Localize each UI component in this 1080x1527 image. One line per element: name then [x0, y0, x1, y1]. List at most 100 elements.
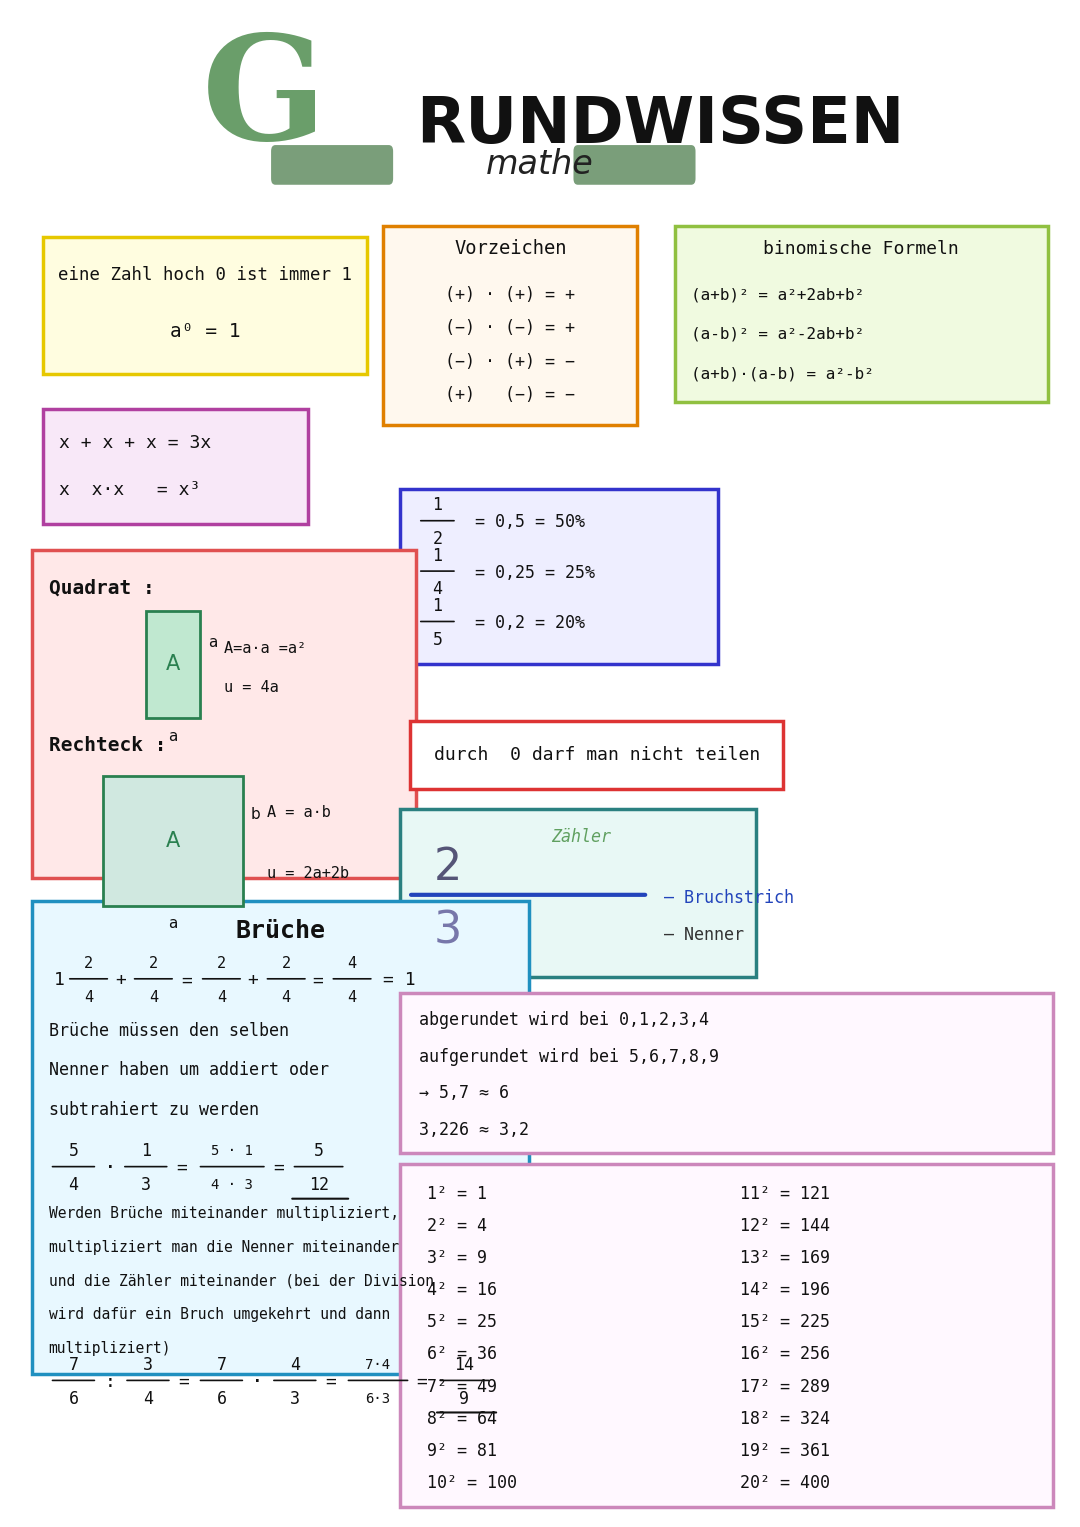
FancyBboxPatch shape [400, 993, 1053, 1153]
FancyBboxPatch shape [383, 226, 637, 425]
Text: = 1: = 1 [383, 971, 416, 989]
Text: ·: · [251, 1371, 264, 1393]
Text: 4: 4 [68, 1176, 79, 1194]
Text: 4 · 3: 4 · 3 [212, 1177, 253, 1193]
Text: =: = [178, 1373, 189, 1391]
Text: 13² = 169: 13² = 169 [740, 1249, 829, 1267]
Text: A: A [165, 831, 180, 851]
Text: subtrahiert zu werden: subtrahiert zu werden [49, 1101, 258, 1119]
Text: 7² = 49: 7² = 49 [427, 1377, 497, 1396]
Text: 3: 3 [434, 910, 462, 953]
Text: 19² = 361: 19² = 361 [740, 1441, 829, 1460]
Text: eine Zahl hoch 0 ist immer 1: eine Zahl hoch 0 ist immer 1 [58, 266, 352, 284]
Text: 7: 7 [216, 1356, 227, 1374]
Text: 2² = 4: 2² = 4 [427, 1217, 487, 1235]
Text: u = 4a: u = 4a [224, 680, 279, 695]
Text: x + x + x = 3x: x + x + x = 3x [59, 434, 212, 452]
Text: = 0,5 = 50%: = 0,5 = 50% [475, 513, 585, 531]
Text: 4: 4 [282, 989, 291, 1005]
FancyBboxPatch shape [400, 1164, 1053, 1507]
Text: =: = [273, 1159, 284, 1177]
Text: =: = [176, 1159, 187, 1177]
Text: =: = [312, 971, 323, 989]
FancyBboxPatch shape [573, 145, 696, 185]
Text: A: A [166, 654, 180, 675]
FancyBboxPatch shape [675, 226, 1048, 402]
Text: Brüche müssen den selben: Brüche müssen den selben [49, 1022, 288, 1040]
Text: 3² = 9: 3² = 9 [427, 1249, 487, 1267]
Text: a: a [168, 916, 177, 931]
Text: 5² = 25: 5² = 25 [427, 1313, 497, 1332]
Text: durch  0 darf man nicht teilen: durch 0 darf man nicht teilen [433, 747, 760, 764]
Text: :: : [105, 1373, 116, 1391]
Text: multipliziert man die Nenner miteinander: multipliziert man die Nenner miteinander [49, 1240, 399, 1255]
Text: 4: 4 [348, 989, 356, 1005]
Text: Vorzeichen: Vorzeichen [454, 240, 567, 258]
Text: 17² = 289: 17² = 289 [740, 1377, 829, 1396]
Text: 20² = 400: 20² = 400 [740, 1474, 829, 1492]
Text: 4: 4 [217, 989, 226, 1005]
Text: 4: 4 [143, 1390, 153, 1408]
Text: 4: 4 [432, 580, 443, 599]
FancyBboxPatch shape [43, 237, 367, 374]
Text: 9² = 81: 9² = 81 [427, 1441, 497, 1460]
Text: Brüche: Brüche [235, 919, 326, 944]
Text: 5: 5 [68, 1142, 79, 1161]
Text: 10² = 100: 10² = 100 [427, 1474, 516, 1492]
Text: b: b [251, 808, 260, 822]
Text: (+)   (−) = −: (+) (−) = − [445, 386, 576, 405]
Text: 11² = 121: 11² = 121 [740, 1185, 829, 1203]
Text: 2: 2 [217, 956, 226, 971]
Text: x  x·x   = x³: x x·x = x³ [59, 481, 201, 499]
Text: → 5,7 ≈ 6: → 5,7 ≈ 6 [419, 1084, 509, 1102]
Text: abgerundet wird bei 0,1,2,3,4: abgerundet wird bei 0,1,2,3,4 [419, 1011, 710, 1029]
Text: 5: 5 [432, 631, 443, 649]
Text: 4² = 16: 4² = 16 [427, 1281, 497, 1299]
FancyBboxPatch shape [400, 809, 756, 977]
Text: = 0,2 = 20%: = 0,2 = 20% [475, 614, 585, 632]
Text: 5 · 1: 5 · 1 [212, 1144, 253, 1159]
Text: 1: 1 [432, 547, 443, 565]
Text: ·: · [104, 1157, 117, 1179]
Text: Rechteck :: Rechteck : [49, 736, 166, 754]
Text: 9: 9 [459, 1390, 470, 1408]
Text: a: a [168, 728, 178, 744]
Text: 3: 3 [143, 1356, 153, 1374]
Text: RUNDWISSEN: RUNDWISSEN [416, 95, 904, 156]
Text: binomische Formeln: binomische Formeln [764, 240, 959, 258]
Text: Werden Brüche miteinander multipliziert,: Werden Brüche miteinander multipliziert, [49, 1206, 399, 1222]
Text: A = a·b: A = a·b [267, 805, 330, 820]
Text: 8² = 64: 8² = 64 [427, 1409, 497, 1428]
Text: 6·3: 6·3 [365, 1391, 391, 1406]
Text: G: G [202, 29, 327, 169]
Text: 6² = 36: 6² = 36 [427, 1345, 497, 1364]
Text: =: = [416, 1373, 427, 1391]
Text: +: + [116, 971, 126, 989]
Text: mathe: mathe [486, 148, 594, 182]
Text: 1: 1 [140, 1142, 151, 1161]
Text: Quadrat :: Quadrat : [49, 579, 154, 597]
FancyBboxPatch shape [400, 489, 718, 664]
FancyBboxPatch shape [146, 611, 200, 718]
Text: 18² = 324: 18² = 324 [740, 1409, 829, 1428]
Text: aufgerundet wird bei 5,6,7,8,9: aufgerundet wird bei 5,6,7,8,9 [419, 1048, 719, 1066]
Text: 4: 4 [289, 1356, 300, 1374]
FancyBboxPatch shape [32, 550, 416, 878]
Text: a: a [207, 635, 217, 651]
Text: und die Zähler miteinander (bei der Division: und die Zähler miteinander (bei der Divi… [49, 1274, 433, 1289]
Text: 6: 6 [216, 1390, 227, 1408]
FancyBboxPatch shape [32, 901, 529, 1374]
Text: (−) · (+) = −: (−) · (+) = − [445, 353, 576, 371]
Text: 1: 1 [432, 597, 443, 615]
Text: 16² = 256: 16² = 256 [740, 1345, 829, 1364]
Text: 1: 1 [432, 496, 443, 515]
Text: = 0,25 = 25%: = 0,25 = 25% [475, 563, 595, 582]
Text: 3: 3 [140, 1176, 151, 1194]
Text: (a+b)·(a-b) = a²-b²: (a+b)·(a-b) = a²-b² [691, 366, 874, 382]
Text: 4: 4 [84, 989, 93, 1005]
Text: Zähler: Zähler [551, 828, 611, 846]
Text: A=a·a =a²: A=a·a =a² [224, 641, 306, 655]
FancyBboxPatch shape [410, 721, 783, 789]
Text: 6: 6 [68, 1390, 79, 1408]
Text: — Nenner: — Nenner [664, 925, 744, 944]
